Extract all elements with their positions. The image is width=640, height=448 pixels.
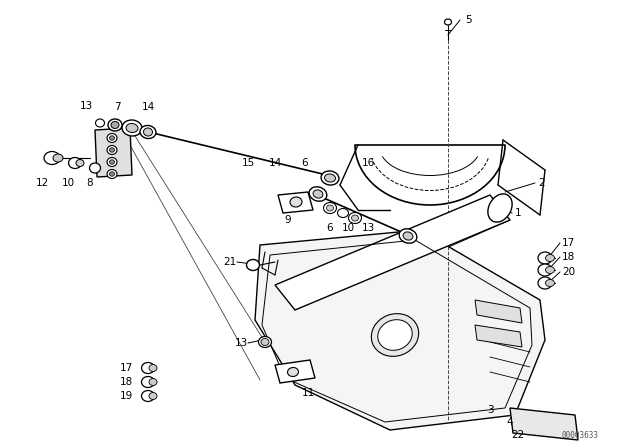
Text: 1: 1 <box>515 208 522 218</box>
Ellipse shape <box>259 336 271 348</box>
Text: 10: 10 <box>341 223 355 233</box>
Polygon shape <box>275 360 315 383</box>
Ellipse shape <box>44 151 60 164</box>
Text: 6: 6 <box>326 223 333 233</box>
Ellipse shape <box>309 187 327 201</box>
Ellipse shape <box>68 158 81 168</box>
Polygon shape <box>278 192 313 213</box>
Ellipse shape <box>349 212 362 224</box>
Text: 15: 15 <box>241 158 255 168</box>
Text: 20: 20 <box>562 267 575 277</box>
Ellipse shape <box>538 252 552 264</box>
Ellipse shape <box>109 160 115 164</box>
Text: 12: 12 <box>35 178 49 188</box>
Text: 13: 13 <box>80 101 93 111</box>
Ellipse shape <box>107 134 117 142</box>
Text: 18: 18 <box>562 252 575 262</box>
Text: 4: 4 <box>507 417 513 427</box>
Ellipse shape <box>337 208 349 217</box>
Ellipse shape <box>95 119 104 127</box>
Ellipse shape <box>290 197 302 207</box>
Polygon shape <box>475 300 522 323</box>
Polygon shape <box>510 408 578 440</box>
Ellipse shape <box>149 379 157 385</box>
Text: 7: 7 <box>114 102 120 112</box>
Polygon shape <box>275 195 510 310</box>
Ellipse shape <box>109 136 115 140</box>
Ellipse shape <box>141 376 154 388</box>
Text: 16: 16 <box>362 158 374 168</box>
Ellipse shape <box>109 172 115 176</box>
Text: 13: 13 <box>362 223 374 233</box>
Text: 17: 17 <box>562 238 575 248</box>
Ellipse shape <box>107 146 117 155</box>
Polygon shape <box>475 325 522 347</box>
Ellipse shape <box>141 362 154 374</box>
Ellipse shape <box>90 163 100 173</box>
Ellipse shape <box>321 171 339 185</box>
Ellipse shape <box>261 339 269 345</box>
Text: 14: 14 <box>268 158 282 168</box>
Text: 2: 2 <box>538 178 545 188</box>
Text: 5: 5 <box>465 15 472 25</box>
Ellipse shape <box>143 128 152 136</box>
Text: 10: 10 <box>61 178 75 188</box>
Text: 17: 17 <box>120 363 133 373</box>
Ellipse shape <box>287 367 298 376</box>
Ellipse shape <box>323 202 337 214</box>
Ellipse shape <box>445 19 451 25</box>
Ellipse shape <box>326 205 333 211</box>
Ellipse shape <box>545 280 554 287</box>
Ellipse shape <box>371 314 419 356</box>
Ellipse shape <box>399 229 417 243</box>
Ellipse shape <box>107 169 117 178</box>
Text: 14: 14 <box>141 102 155 112</box>
Ellipse shape <box>53 154 63 162</box>
Ellipse shape <box>107 158 117 167</box>
Ellipse shape <box>538 277 552 289</box>
Ellipse shape <box>488 194 512 222</box>
Polygon shape <box>95 128 132 177</box>
Text: 19: 19 <box>120 391 133 401</box>
Ellipse shape <box>246 259 259 271</box>
Ellipse shape <box>109 148 115 152</box>
Ellipse shape <box>403 232 413 240</box>
Ellipse shape <box>324 174 335 182</box>
Text: 8: 8 <box>86 178 93 188</box>
Ellipse shape <box>313 190 323 198</box>
Ellipse shape <box>378 320 412 350</box>
Text: 22: 22 <box>511 430 525 440</box>
Text: 18: 18 <box>120 377 133 387</box>
Ellipse shape <box>149 392 157 400</box>
Text: 3: 3 <box>486 405 493 415</box>
Ellipse shape <box>126 124 138 133</box>
Text: 00003633: 00003633 <box>561 431 598 439</box>
Text: 9: 9 <box>285 215 291 225</box>
Ellipse shape <box>111 121 119 129</box>
Text: 13: 13 <box>235 338 248 348</box>
Ellipse shape <box>149 365 157 371</box>
Ellipse shape <box>351 215 358 221</box>
Ellipse shape <box>141 391 154 401</box>
Ellipse shape <box>140 125 156 138</box>
Ellipse shape <box>538 264 552 276</box>
Ellipse shape <box>108 119 122 131</box>
Ellipse shape <box>545 254 554 262</box>
Text: 6: 6 <box>301 158 308 168</box>
Ellipse shape <box>122 120 142 136</box>
Text: 11: 11 <box>301 388 315 398</box>
Ellipse shape <box>76 159 84 167</box>
Text: 21: 21 <box>224 257 237 267</box>
Polygon shape <box>255 230 545 430</box>
Ellipse shape <box>545 267 554 273</box>
